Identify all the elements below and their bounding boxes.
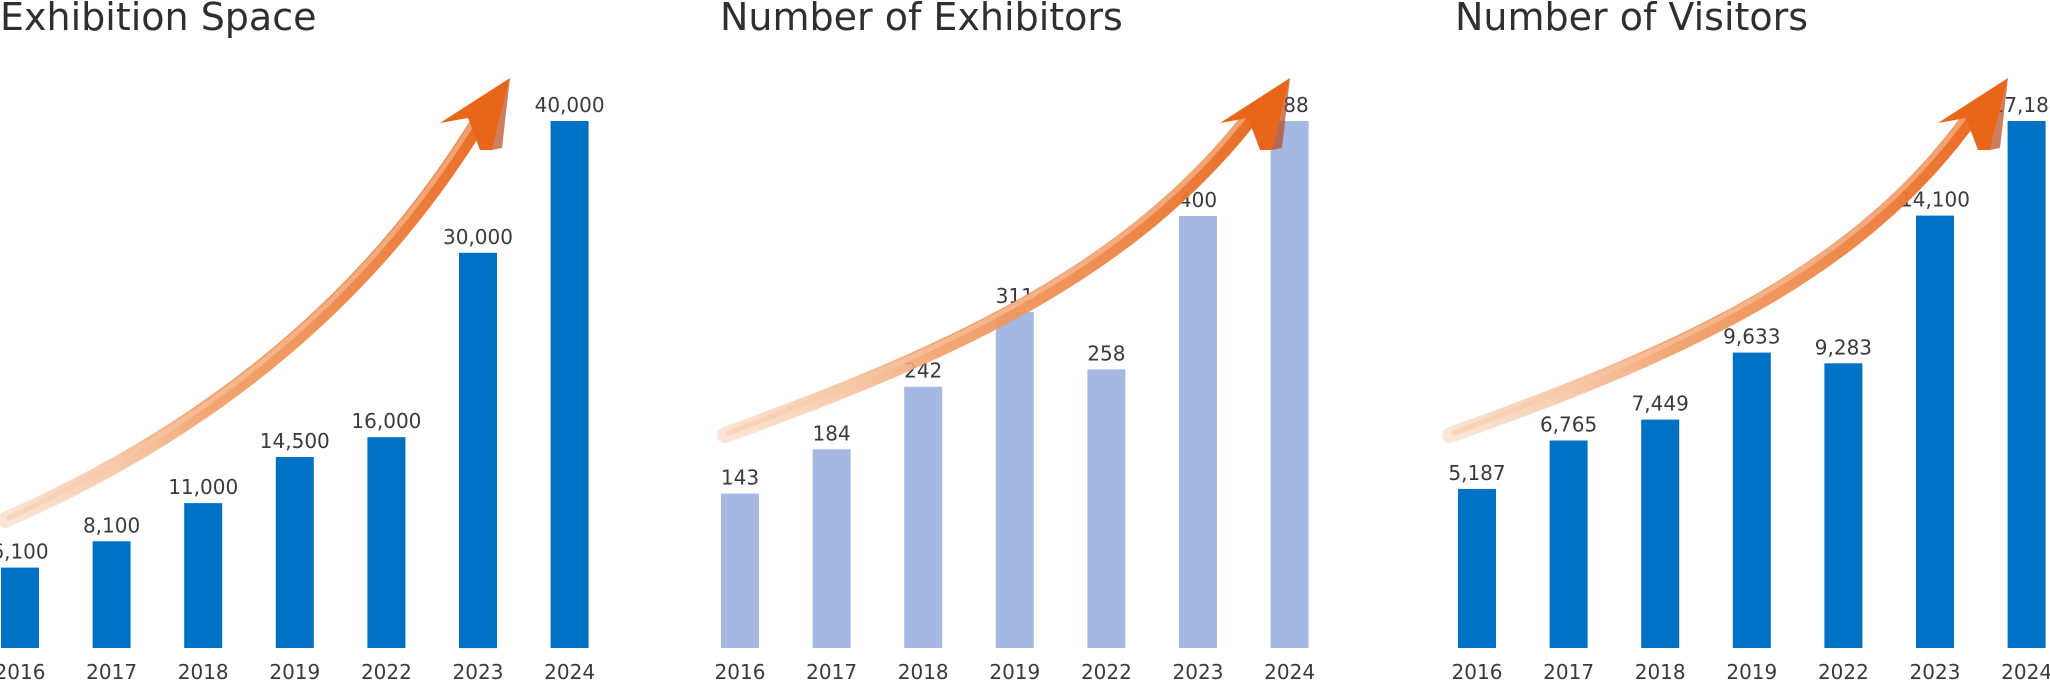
chart-title: Number of Visitors (1455, 0, 1808, 39)
bar-2024 (2007, 121, 2046, 648)
x-tick-label-2022: 2022 (1081, 660, 1132, 680)
x-tick-label-2022: 2022 (1818, 660, 1869, 680)
data-label-2017: 8,100 (83, 513, 140, 537)
x-tick-label-2019: 2019 (1726, 660, 1777, 680)
chart-panel-2: Number of Exhibitors14320161842017242201… (715, 0, 1316, 680)
data-label-2018: 11,000 (168, 475, 238, 499)
growth-arrow-icon (0, 78, 510, 528)
data-label-2023: 30,000 (443, 225, 513, 249)
data-label-2024: 40,000 (535, 93, 605, 117)
data-label-2017: 6,765 (1540, 413, 1597, 437)
bar-2016 (721, 493, 759, 648)
bar-2016 (1458, 488, 1496, 648)
data-label-2016: 6,100 (0, 540, 49, 564)
x-tick-label-2018: 2018 (898, 660, 949, 680)
x-tick-label-2019: 2019 (989, 660, 1040, 680)
growth-arrow-icon (1442, 78, 2008, 443)
x-tick-label-2016: 2016 (0, 660, 45, 680)
chart-title: Number of Exhibitors (720, 0, 1123, 39)
bar-2019 (995, 312, 1034, 648)
x-tick-label-2024: 2024 (1264, 660, 1315, 680)
x-tick-label-2019: 2019 (269, 660, 320, 680)
x-tick-label-2023: 2023 (453, 660, 504, 680)
x-tick-label-2017: 2017 (1543, 660, 1594, 680)
x-tick-label-2024: 2024 (2001, 660, 2050, 680)
data-label-2019: 14,500 (260, 429, 330, 453)
data-label-2016: 143 (721, 466, 759, 490)
bar-2024 (550, 121, 589, 648)
x-tick-label-2018: 2018 (178, 660, 229, 680)
bar-2022 (1087, 369, 1126, 648)
bar-2024 (1270, 121, 1309, 648)
bar-2022 (1824, 363, 1863, 648)
x-tick-label-2016: 2016 (715, 660, 766, 680)
x-tick-label-2017: 2017 (806, 660, 857, 680)
x-tick-label-2016: 2016 (1452, 660, 1503, 680)
data-label-2022: 258 (1087, 341, 1125, 365)
bar-2016 (1, 567, 39, 648)
bar-2018 (904, 386, 943, 648)
x-tick-label-2017: 2017 (86, 660, 137, 680)
x-tick-label-2023: 2023 (1173, 660, 1224, 680)
data-label-2017: 184 (813, 421, 851, 445)
growth-arrow-icon (717, 78, 1290, 443)
x-tick-label-2022: 2022 (361, 660, 412, 680)
bar-2018 (184, 503, 223, 648)
x-tick-label-2023: 2023 (1910, 660, 1961, 680)
bar-2017 (812, 449, 851, 648)
data-label-2016: 5,187 (1448, 461, 1505, 485)
bar-2023 (459, 252, 497, 649)
bar-2023 (1179, 216, 1217, 648)
bar-2017 (92, 541, 131, 648)
x-tick-label-2018: 2018 (1635, 660, 1686, 680)
chart-panel-1: Exhibition Space 6,100 2016 8,100 2017 11,000… (0, 0, 605, 680)
data-label-2018: 7,449 (1632, 392, 1689, 416)
data-label-2019: 9,633 (1723, 325, 1780, 349)
data-label-2022: 16,000 (351, 409, 421, 433)
bar-2019 (1732, 352, 1771, 648)
chart-title: Exhibition Space (0, 0, 317, 39)
bar-2019 (275, 457, 314, 648)
x-tick-label-2024: 2024 (544, 660, 595, 680)
bar-2022 (367, 437, 406, 648)
bar-2023 (1916, 215, 1954, 648)
data-label-2022: 9,283 (1815, 335, 1872, 359)
bar-2017 (1549, 440, 1588, 648)
chart-panel-3: Number of Visitors 5,187 2016 6,765 2017 7,44… (1442, 0, 2050, 680)
bar-2018 (1641, 419, 1680, 648)
